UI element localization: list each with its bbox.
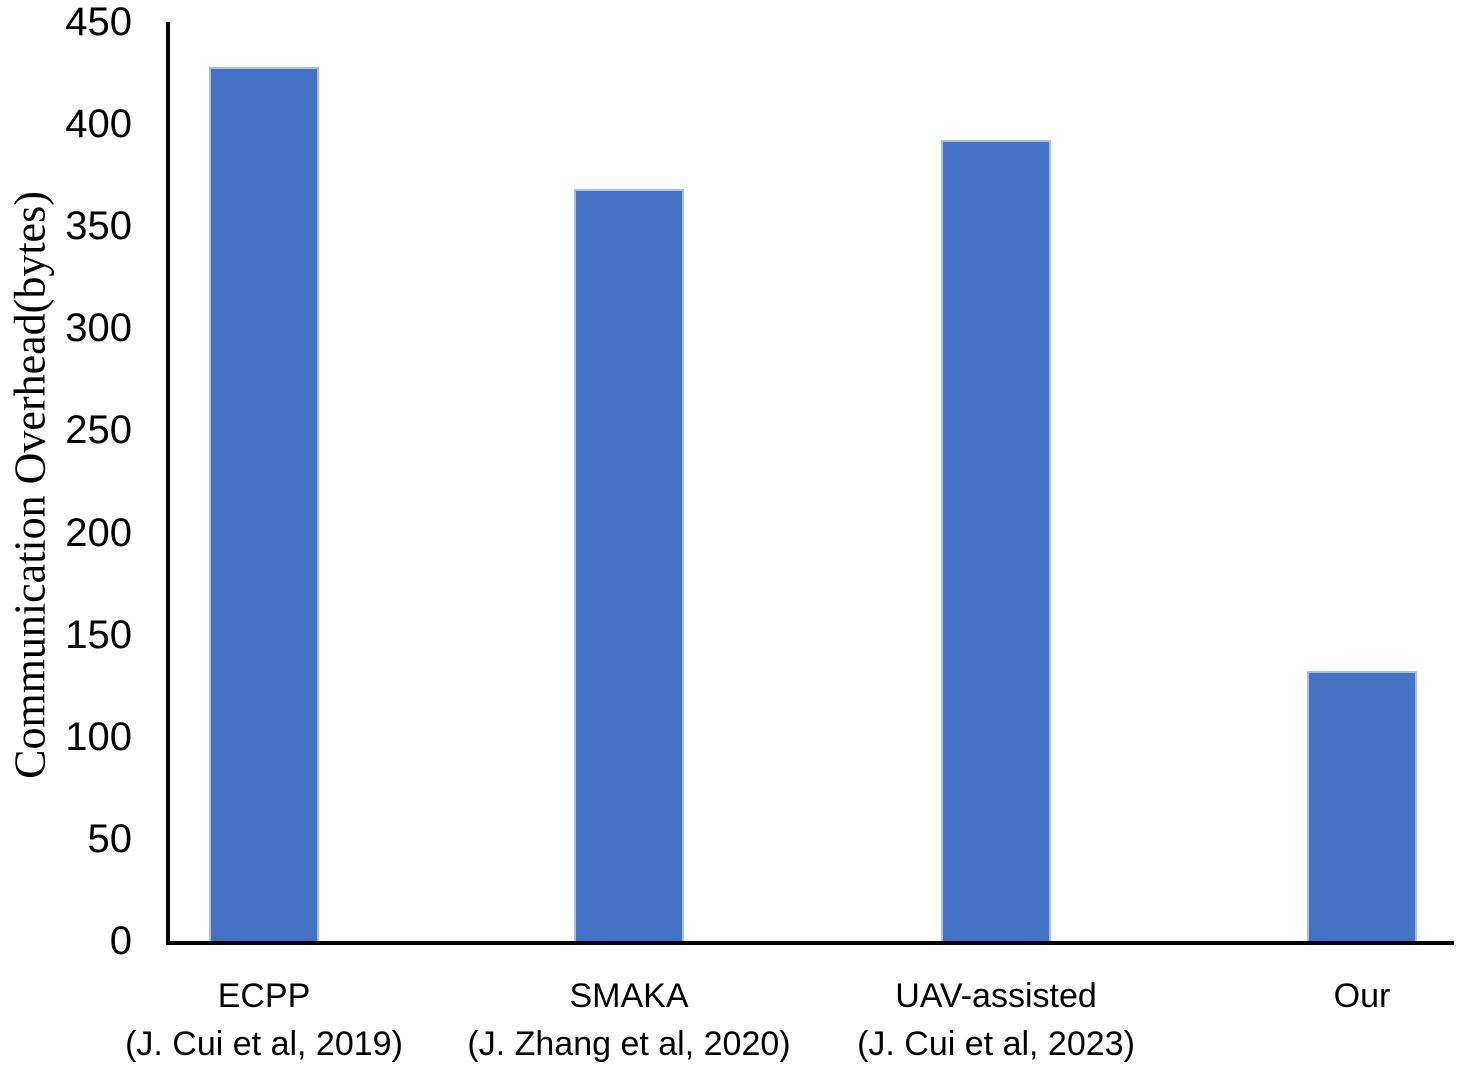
x-category-label: UAV-assisted (J. Cui et al, 2023)	[776, 972, 1216, 1067]
bars-container	[170, 22, 1454, 941]
x-category-label-line1: UAV-assisted	[895, 977, 1097, 1015]
x-category-label-line2: (J. Zhang et al, 2020)	[467, 1025, 791, 1063]
y-tick-label: 300	[65, 306, 132, 351]
bar-smaka	[574, 189, 684, 941]
y-tick-label: 450	[65, 0, 132, 44]
bar-our	[1307, 671, 1417, 941]
y-tick-label: 150	[65, 612, 132, 657]
y-tick-label: 100	[65, 714, 132, 759]
bar-ecpp	[209, 67, 319, 941]
y-tick-label: 400	[65, 102, 132, 147]
y-tick-label: 200	[65, 510, 132, 555]
bar-uav-assisted	[941, 140, 1051, 941]
y-tick-label: 0	[109, 919, 132, 963]
x-category-label-line1: SMAKA	[569, 977, 689, 1015]
y-tick-label: 50	[87, 816, 133, 861]
y-tick-label: 250	[65, 408, 132, 453]
y-tick-label: 350	[65, 204, 132, 249]
y-axis-tick-labels: 0 50 100 150 200 250 300 350 400 450	[0, 0, 134, 1067]
x-category-label: Our	[1142, 972, 1458, 1020]
x-category-label-line2: (J. Cui et al, 2023)	[857, 1025, 1135, 1063]
plot-area	[166, 22, 1454, 945]
x-category-label: SMAKA (J. Zhang et al, 2020)	[409, 972, 849, 1067]
x-category-label-line1: Our	[1333, 977, 1391, 1015]
